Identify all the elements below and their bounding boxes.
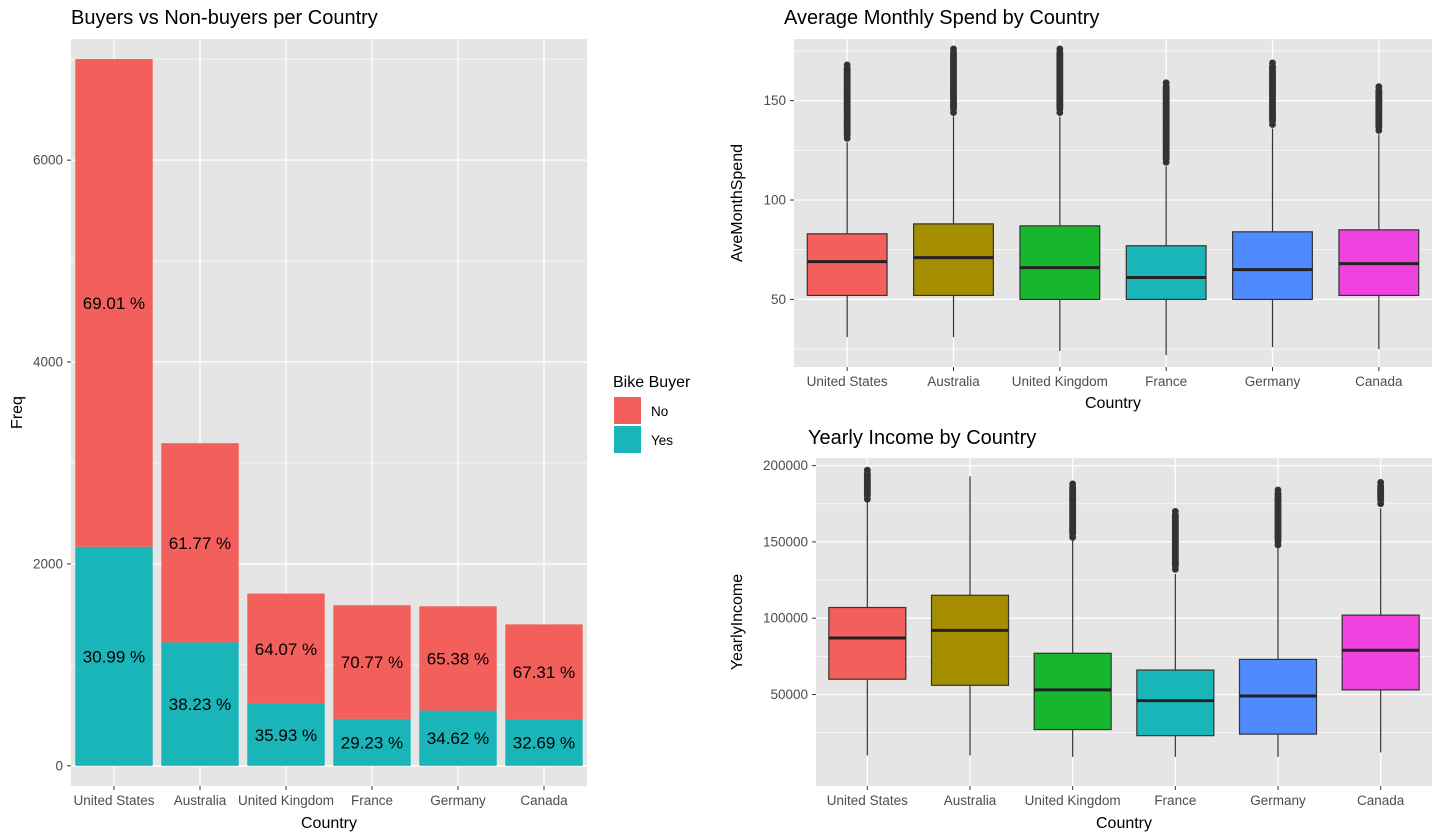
y-tick-label: 150: [763, 93, 786, 108]
x-tick-label: United Kingdom: [1012, 374, 1108, 389]
plot-panel: [816, 458, 1432, 786]
legend-swatch: [614, 426, 641, 453]
data-label: 64.07 %: [255, 640, 317, 659]
bar-no: [333, 605, 411, 719]
x-tick-label: France: [351, 793, 393, 808]
x-tick-label: Canada: [520, 793, 568, 808]
chart-title: Buyers vs Non-buyers per Country: [71, 7, 378, 29]
data-label: 30.99 %: [83, 647, 145, 666]
outlier-band: [1377, 482, 1385, 504]
outlier-band: [950, 48, 957, 113]
box: [806, 233, 888, 297]
data-label: 32.69 %: [513, 734, 575, 753]
x-tick-label: Germany: [430, 793, 486, 808]
bar-no: [161, 443, 239, 643]
y-tick-label: 2000: [33, 556, 63, 571]
data-label: 65.38 %: [427, 649, 489, 668]
data-label: 61.77 %: [169, 534, 231, 553]
y-tick-label: 6000: [33, 153, 63, 168]
box: [913, 223, 994, 297]
data-label: 70.77 %: [341, 653, 403, 672]
bar-yes: [75, 546, 153, 766]
x-axis-title: Country: [301, 815, 357, 832]
x-tick-label: United States: [73, 793, 154, 808]
outlier-band: [1171, 511, 1179, 570]
y-axis-title: Freq: [9, 396, 26, 429]
bar-no: [419, 606, 497, 711]
bar-yes: [333, 718, 411, 766]
y-tick-label: 200000: [763, 458, 808, 473]
chart-title: Yearly Income by Country: [808, 427, 1036, 449]
data-label: 38.23 %: [169, 695, 231, 714]
x-tick-label: Australia: [944, 793, 997, 808]
box: [1232, 231, 1313, 301]
data-label: 67.31 %: [513, 663, 575, 682]
x-tick-label: United Kingdom: [238, 793, 334, 808]
outlier-band: [1269, 62, 1276, 125]
x-tick-label: Canada: [1355, 374, 1403, 389]
box: [1125, 245, 1207, 301]
bar-chart: Buyers vs Non-buyers per Country 0 2000 400…: [9, 7, 587, 832]
x-axis-title: Country: [1096, 815, 1152, 832]
x-tick-label: France: [1154, 793, 1196, 808]
legend: Bike Buyer No Yes: [613, 374, 691, 453]
legend-label: Yes: [651, 433, 673, 448]
x-tick-label: Germany: [1245, 374, 1301, 389]
bar-no: [247, 593, 325, 704]
y-tick-label: 50000: [770, 687, 808, 702]
x-tick-label: Australia: [927, 374, 980, 389]
box: [1019, 225, 1101, 301]
bar-no: [505, 624, 583, 720]
legend-swatch: [614, 397, 641, 424]
legend-title: Bike Buyer: [613, 374, 691, 391]
outlier-band: [1375, 86, 1383, 131]
outlier-band: [843, 64, 851, 139]
y-tick-label: 50: [771, 292, 786, 307]
y-tick-label: 150000: [763, 534, 808, 549]
outlier-band: [1056, 48, 1064, 113]
bar-yes: [505, 719, 583, 766]
y-axis-title: AveMonthSpend: [729, 144, 746, 262]
box: [930, 594, 1010, 686]
x-axis-title: Country: [1085, 395, 1141, 412]
bar-yes: [161, 642, 239, 766]
boxplot-chart: Average Monthly Spend by Country 50 100 150…: [729, 7, 1432, 412]
y-tick-label: 4000: [33, 355, 63, 370]
y-axis-title: YearlyIncome: [729, 574, 746, 670]
outlier-band: [1162, 82, 1170, 163]
x-tick-label: Germany: [1250, 793, 1306, 808]
y-tick-label: 100: [763, 193, 786, 208]
x-tick-label: Australia: [174, 793, 227, 808]
bar-yes: [419, 710, 497, 766]
box: [1136, 669, 1215, 737]
bar-yes: [247, 703, 325, 766]
plot-panel: [794, 39, 1432, 367]
box: [1033, 652, 1112, 731]
data-label: 34.62 %: [427, 729, 489, 748]
y-tick-label: 100000: [763, 611, 808, 626]
box: [1341, 614, 1420, 691]
data-label: 69.01 %: [83, 294, 145, 313]
outlier-band: [863, 470, 871, 500]
outlier-band: [1274, 490, 1282, 545]
box: [828, 606, 907, 680]
data-label: 35.93 %: [255, 726, 317, 745]
x-tick-label: Canada: [1357, 793, 1405, 808]
x-tick-label: France: [1145, 374, 1187, 389]
y-tick-label: 0: [55, 758, 63, 773]
bar-no: [75, 58, 153, 547]
data-label: 29.23 %: [341, 733, 403, 752]
x-tick-label: United Kingdom: [1025, 793, 1121, 808]
x-tick-label: United States: [827, 793, 908, 808]
x-tick-label: United States: [807, 374, 888, 389]
chart-title: Average Monthly Spend by Country: [784, 7, 1099, 29]
boxplot-chart: Yearly Income by Country 50000 100000 15000…: [729, 427, 1432, 832]
outlier-band: [1069, 483, 1077, 538]
legend-label: No: [651, 404, 668, 419]
plot-panel: [71, 39, 587, 786]
